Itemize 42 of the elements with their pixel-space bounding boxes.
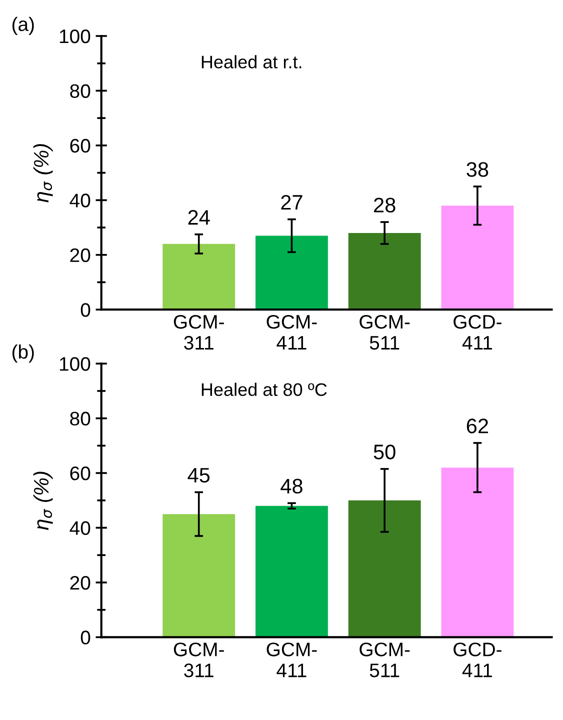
data-label: 38 (466, 162, 488, 177)
y-tick-label: 0 (80, 303, 90, 317)
bar (441, 468, 514, 638)
y-tick-label: 40 (70, 194, 90, 208)
y-tick-label: 60 (70, 138, 90, 153)
y-tick-label: 40 (70, 521, 90, 535)
data-label: 50 (374, 444, 396, 460)
x-tick-label: GCM- 311 (174, 314, 224, 350)
y-tick-label: 20 (70, 248, 90, 262)
data-label: 48 (280, 478, 302, 494)
bar (162, 514, 236, 638)
y-tick-label: 100 (60, 29, 90, 44)
bar (441, 206, 514, 310)
bar (256, 506, 328, 638)
x-tick-label: GCM- 411 (266, 642, 317, 678)
bar (256, 236, 328, 310)
data-label: 62 (466, 418, 488, 434)
annotation: Healed at r.t. (202, 55, 302, 68)
annotation: Healed at 80 ºC (202, 382, 327, 396)
data-label: 27 (281, 194, 302, 210)
y-axis-title: η$_{σ}$ (%) (33, 472, 53, 530)
y-axis-title: η$_{σ}$ (%) (33, 144, 53, 202)
y-tick-label: 80 (70, 84, 90, 98)
x-tick-label: GCM- 511 (360, 314, 410, 350)
x-tick-label: GCD- 411 (454, 314, 502, 350)
chart-title: (b) (12, 344, 34, 363)
y-tick-label: 80 (70, 412, 90, 426)
x-tick-label: GCM- 511 (360, 642, 410, 678)
data-label: 28 (374, 198, 396, 212)
x-tick-label: GCM- 411 (266, 314, 317, 350)
y-tick-label: 60 (70, 466, 90, 480)
x-tick-label: GCD- 411 (454, 642, 502, 678)
data-label: 45 (188, 468, 210, 483)
chart-title: (a) (12, 16, 34, 35)
bar (348, 232, 421, 310)
bar (162, 244, 236, 310)
bar (348, 500, 421, 638)
y-tick-label: 100 (60, 357, 90, 371)
y-tick-label: 20 (70, 576, 90, 590)
y-tick-label: 0 (80, 630, 90, 644)
data-label: 24 (188, 210, 210, 225)
x-tick-label: GCM- 311 (174, 642, 224, 678)
